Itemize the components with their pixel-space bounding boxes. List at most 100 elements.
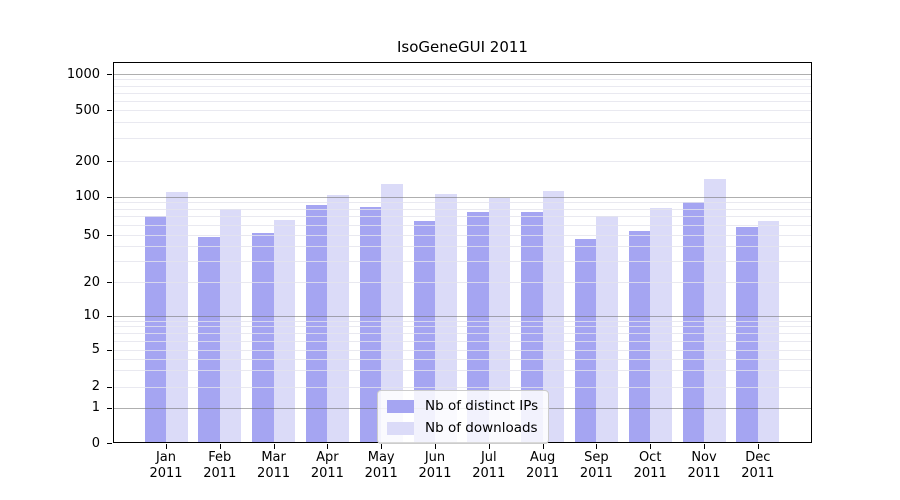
major-gridline-10: [113, 315, 812, 317]
bar-nb-of-distinct-ips-jun-2011: [413, 221, 435, 443]
minor-gridline-20: [113, 282, 812, 283]
x-tick-mark-oct-2011: [650, 444, 652, 449]
minor-gridline-40: [113, 246, 812, 248]
x-tick-mark-jul-2011: [488, 444, 490, 449]
major-gridline-1000: [113, 74, 812, 75]
y-tick-mark-200: [107, 161, 112, 162]
bar-nb-of-downloads-may-2011: [381, 184, 403, 443]
minor-gridline-70: [113, 216, 812, 218]
bar-nb-of-downloads-nov-2011: [704, 179, 726, 443]
y-tick-label-50: 50: [83, 227, 100, 243]
y-tick-label-20: 20: [83, 274, 100, 290]
bar-nb-of-downloads-apr-2011: [327, 194, 349, 443]
minor-gridline-3: [113, 370, 812, 372]
major-gridline-100: [113, 196, 812, 198]
x-tick-mark-apr-2011: [327, 444, 329, 449]
minor-gridline-4: [113, 358, 812, 360]
x-tick-mark-dec-2011: [757, 444, 759, 449]
x-tick-mark-nov-2011: [704, 444, 705, 449]
y-tick-mark-500: [107, 110, 112, 111]
bar-nb-of-distinct-ips-dec-2011: [736, 226, 758, 443]
x-tick-label-apr-2011: Apr 2011: [310, 450, 344, 481]
y-tick-label-1000: 1000: [66, 66, 100, 82]
x-tick-mark-feb-2011: [219, 444, 221, 449]
y-tick-mark-50: [107, 235, 112, 236]
y-tick-label-500: 500: [75, 102, 100, 118]
minor-gridline-60: [113, 224, 812, 226]
y-tick-label-1: 1: [91, 400, 100, 415]
minor-gridline-90: [113, 202, 812, 204]
x-tick-mark-jan-2011: [166, 444, 167, 449]
y-tick-mark-0: [107, 443, 112, 444]
x-tick-label-dec-2011: Dec 2011: [741, 450, 775, 481]
x-tick-label-may-2011: May 2011: [364, 450, 398, 481]
minor-gridline-200: [113, 161, 812, 162]
minor-gridline-5: [113, 349, 812, 351]
legend-label-distinct-ips: Nb of distinct IPs: [425, 398, 539, 414]
x-tick-mark-aug-2011: [542, 444, 544, 449]
y-tick-mark-5: [107, 349, 112, 351]
minor-gridline-2: [113, 386, 812, 388]
bar-nb-of-distinct-ips-feb-2011: [198, 237, 220, 443]
y-tick-mark-10: [107, 315, 112, 317]
minor-gridline-800: [113, 85, 812, 87]
bar-nb-of-distinct-ips-may-2011: [359, 206, 382, 443]
legend-swatch-downloads: [387, 421, 414, 435]
minor-gridline-6: [113, 340, 812, 342]
bar-nb-of-distinct-ips-apr-2011: [305, 204, 328, 443]
legend-item-downloads: Nb of downloads: [387, 420, 538, 436]
bar-nb-of-downloads-feb-2011: [219, 208, 242, 443]
minor-gridline-7: [113, 332, 812, 334]
x-tick-mark-may-2011: [381, 444, 383, 449]
minor-gridline-700: [113, 92, 812, 94]
y-tick-label-5: 5: [91, 342, 100, 357]
minor-gridline-300: [113, 138, 812, 140]
y-tick-label-2: 2: [91, 379, 100, 394]
bar-nb-of-downloads-dec-2011: [757, 221, 780, 443]
x-tick-mark-jun-2011: [435, 444, 436, 449]
minor-gridline-80: [113, 208, 812, 210]
bar-nb-of-distinct-ips-jan-2011: [144, 216, 166, 443]
bar-nb-of-downloads-mar-2011: [273, 220, 296, 443]
y-tick-mark-2: [107, 386, 112, 388]
x-tick-label-jun-2011: Jun 2011: [418, 450, 452, 481]
bar-nb-of-downloads-jul-2011: [488, 198, 511, 443]
x-tick-label-oct-2011: Oct 2011: [633, 450, 667, 481]
bar-nb-of-distinct-ips-mar-2011: [252, 232, 274, 443]
y-tick-mark-1: [107, 407, 112, 409]
x-tick-label-sep-2011: Sep 2011: [579, 450, 613, 481]
minor-gridline-600: [113, 100, 812, 102]
y-tick-label-200: 200: [75, 153, 100, 169]
legend-label-downloads: Nb of downloads: [425, 420, 538, 436]
x-tick-label-mar-2011: Mar 2011: [257, 450, 291, 481]
x-tick-mark-sep-2011: [596, 444, 598, 449]
bar-nb-of-downloads-sep-2011: [596, 216, 618, 443]
chart-title: IsoGeneGUI 2011: [397, 38, 528, 56]
minor-gridline-9: [113, 320, 812, 322]
legend-swatch-distinct-ips: [387, 399, 414, 413]
y-tick-mark-100: [107, 196, 112, 198]
minor-gridline-900: [113, 79, 812, 81]
bar-nb-of-downloads-aug-2011: [542, 190, 565, 443]
bar-nb-of-downloads-jun-2011: [435, 194, 457, 443]
minor-gridline-400: [113, 122, 812, 124]
x-tick-label-jul-2011: Jul 2011: [472, 450, 506, 481]
y-tick-label-100: 100: [75, 189, 100, 204]
x-tick-label-jan-2011: Jan 2011: [149, 450, 183, 481]
y-tick-mark-1000: [107, 74, 112, 75]
minor-gridline-500: [113, 110, 812, 111]
legend-item-distinct-ips: Nb of distinct IPs: [387, 398, 538, 414]
y-tick-label-0: 0: [91, 435, 100, 451]
bar-nb-of-downloads-oct-2011: [650, 207, 672, 443]
bar-nb-of-downloads-jan-2011: [166, 191, 188, 443]
minor-gridline-50: [113, 235, 812, 236]
legend: Nb of distinct IPs Nb of downloads: [377, 390, 550, 444]
bar-nb-of-distinct-ips-oct-2011: [628, 230, 651, 443]
y-tick-mark-20: [107, 282, 112, 283]
y-tick-label-10: 10: [83, 308, 100, 323]
plot-area: [113, 62, 812, 443]
x-tick-mark-mar-2011: [273, 444, 275, 449]
x-tick-label-nov-2011: Nov 2011: [687, 450, 721, 481]
minor-gridline-30: [113, 261, 812, 263]
